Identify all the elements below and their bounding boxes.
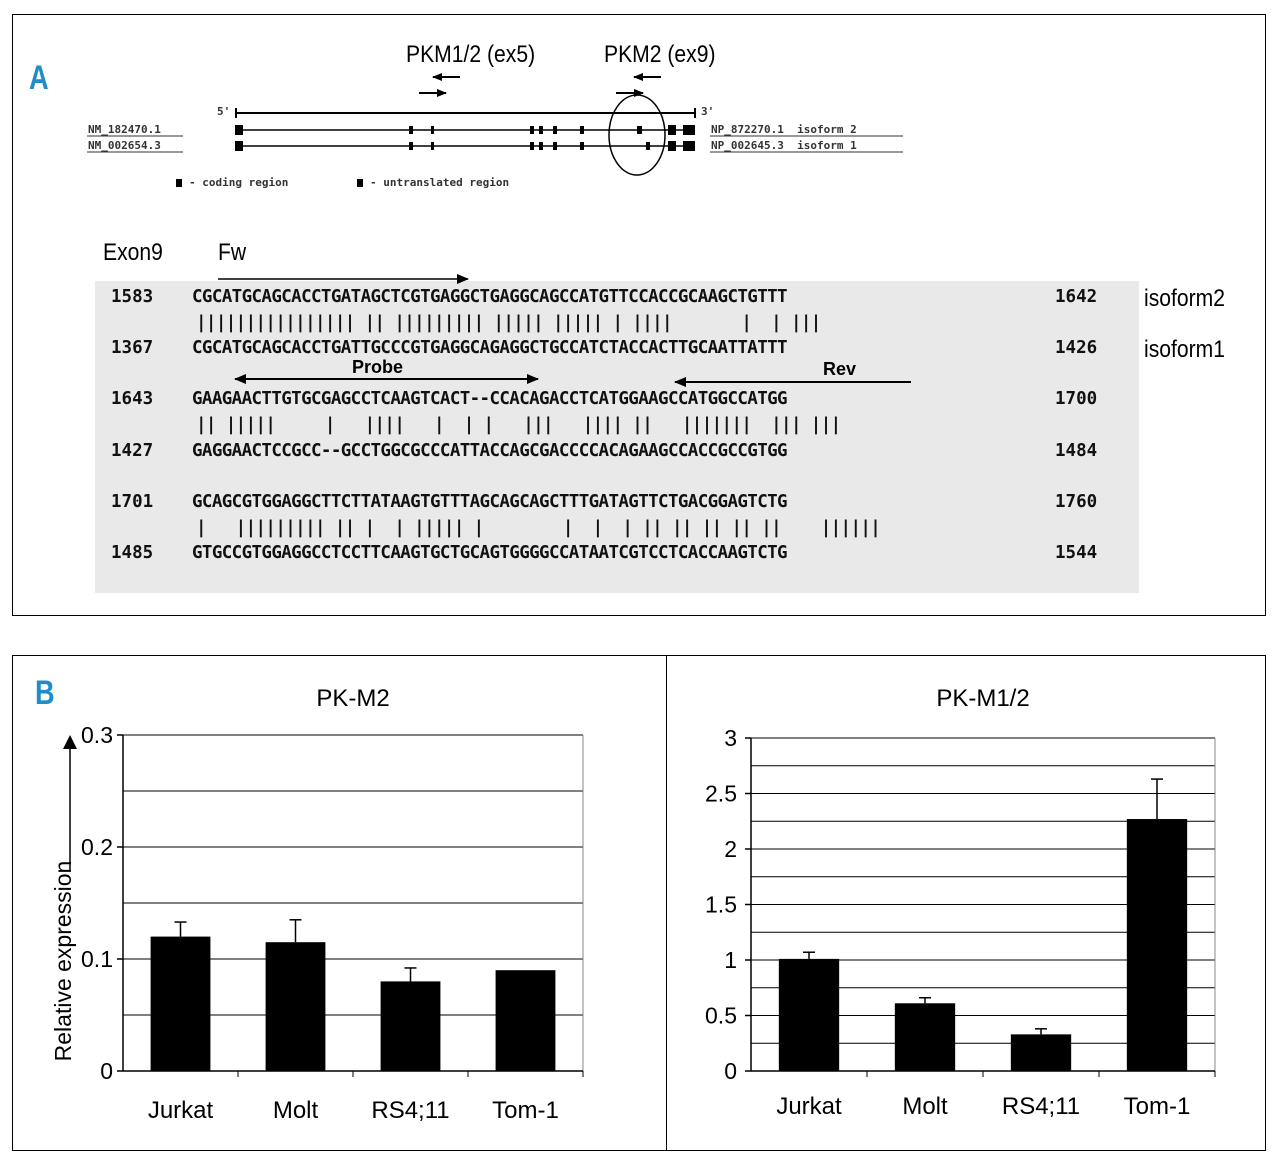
alignment-2-top-start: 1643 [111, 389, 154, 409]
alignment-3-top-seq: GCAGCGTGGAGGCTTCTTATAAGTGTTTAGCAGCAGCTTT… [192, 492, 788, 512]
alignment-2-top-seq: GAAGAACTTGTGCGAGCCTCAAGTCACT--CCACAGACCT… [192, 389, 788, 409]
alignment-3-match: | ||||||||| || | | ||||| | | | | || || |… [196, 518, 881, 538]
y-tick-label: 1 [724, 947, 737, 973]
bar-molt [265, 942, 326, 1071]
transcript-accession-2: NM_002654.3 [88, 139, 161, 152]
y-tick-label: 0 [100, 1058, 113, 1084]
alignment-2-bot-end: 1484 [1055, 441, 1098, 461]
isoform2-label: isoform2 [1144, 285, 1225, 312]
alignment-3-top-start: 1701 [111, 492, 154, 512]
panel-b-left: B PK-M2 0 0.1 0.2 0.3 Jurkat Molt RS4;11 Tom-1 Re… [12, 655, 668, 1151]
y-tick-label: 0.3 [81, 722, 113, 748]
y-tick-label: 0.5 [705, 1003, 737, 1029]
bar-tom-1 [495, 970, 556, 1071]
protein-accession-1: NP_872270.1 isoform 2 [711, 123, 857, 136]
alignment-1-bot-start: 1367 [111, 338, 154, 358]
alignment-1-top-end: 1642 [1055, 287, 1098, 307]
y-tick-label: 0 [724, 1058, 737, 1084]
pk-m2-bar-chart: PK-M2 0 0.1 0.2 0.3 Jurkat Molt RS4;11 Tom-1 Rela… [50, 685, 584, 1124]
alignment-3-bot-end: 1544 [1055, 543, 1098, 563]
bar-rs4-11 [380, 981, 441, 1071]
bar-tom-1 [1126, 819, 1188, 1071]
alignment-1-match: |||||||||||||||| || ||||||||| ||||| ||||… [196, 313, 821, 333]
panel-a: A PKM1/2 (ex5) PKM2 (ex9) [12, 14, 1266, 616]
panel-a-letter: A [29, 59, 49, 97]
category-label: Tom-1 [1124, 1093, 1191, 1120]
chart-title-1: PK-M1/2 [936, 685, 1029, 712]
rev-label: Rev [823, 359, 857, 379]
y-tick-label: 3 [724, 725, 737, 751]
chart-title-0: PK-M2 [316, 685, 389, 712]
exon9-label: Exon9 [103, 239, 163, 266]
five-prime-label: 5' [217, 105, 231, 118]
transcript-exons-2 [235, 141, 695, 151]
category-label: Jurkat [148, 1097, 214, 1124]
legend-coding-label: - coding region [189, 176, 289, 189]
bar-molt [894, 1003, 956, 1071]
exon9-highlight-ellipse [608, 94, 666, 176]
alignment-1-bot-seq: CGCATGCAGCACCTGATTGCCCGTGAGGCAGAGGCTGCCA… [192, 338, 788, 358]
y-tick-label: 1.5 [705, 892, 737, 918]
category-label: Molt [902, 1093, 948, 1120]
alignment-1-top-start: 1583 [111, 287, 154, 307]
category-label: Jurkat [776, 1093, 842, 1120]
category-label: RS4;11 [1002, 1093, 1080, 1120]
isoform1-label: isoform1 [1144, 336, 1225, 363]
alignment-2-bot-start: 1427 [111, 441, 154, 461]
category-label: RS4;11 [371, 1097, 449, 1124]
alignment-3-bot-start: 1485 [111, 543, 154, 563]
legend-untranslated-label: - untranslated region [370, 176, 510, 189]
bar-jurkat [778, 958, 840, 1071]
category-label: Tom-1 [492, 1097, 559, 1124]
legend-coding-square [176, 179, 182, 187]
alignment-3-bot-seq: GTGCCGTGGAGGCCTCCTTCAAGTGCTGCAGTGGGGCCAT… [192, 543, 788, 563]
alignment-1-bot-end: 1426 [1055, 338, 1098, 358]
primer-probe-arrows [218, 274, 911, 387]
primer-label-pkm2: PKM2 (ex9) [604, 41, 716, 68]
three-prime-label: 3' [701, 105, 715, 118]
alignment-1-top-seq: CGCATGCAGCACCTGATAGCTCGTGAGGCTGAGGCAGCCA… [192, 287, 788, 307]
transcript-accession-1: NM_182470.1 [88, 123, 161, 136]
bar-jurkat [150, 936, 211, 1071]
legend-untranslated-square [357, 179, 363, 187]
y-tick-label: 0.1 [81, 946, 113, 972]
y-tick-label: 2.5 [705, 781, 737, 807]
y-tick-label: 2 [724, 836, 737, 862]
primer-label-pkm12: PKM1/2 (ex5) [406, 41, 536, 68]
transcript-exons-1 [235, 125, 695, 135]
alignment-2-top-end: 1700 [1055, 389, 1098, 409]
probe-label: Probe [352, 357, 404, 377]
y-axis-label: Relative expression [50, 861, 76, 1062]
fw-primer-label: Fw [218, 239, 247, 266]
alignment-box [95, 281, 1139, 593]
bar-rs4-11 [1010, 1034, 1072, 1071]
alignment-2-match: || ||||| | |||| | | | ||| |||| || ||||||… [196, 415, 841, 435]
panel-b-right: PK-M1/2 0 0.5 1 1.5 2 2.5 3 Jurkat Molt RS4;11 Tom-… [666, 655, 1266, 1151]
alignment-2-bot-seq: GAGGAACTCCGCC--GCCTGGCGCCCATTACCAGCGACCC… [192, 441, 788, 461]
category-label: Molt [273, 1097, 319, 1124]
panel-b-letter: B [35, 674, 55, 712]
protein-accession-2: NP_002645.3 isoform 1 [711, 139, 857, 152]
y-tick-label: 0.2 [81, 834, 113, 860]
alignment-3-top-end: 1760 [1055, 492, 1098, 512]
gene-structure-diagram [87, 73, 903, 187]
pk-m12-bar-chart: PK-M1/2 0 0.5 1 1.5 2 2.5 3 Jurkat Molt RS4;11 Tom-… [705, 685, 1216, 1120]
y-axis-arrow-head [63, 735, 77, 749]
